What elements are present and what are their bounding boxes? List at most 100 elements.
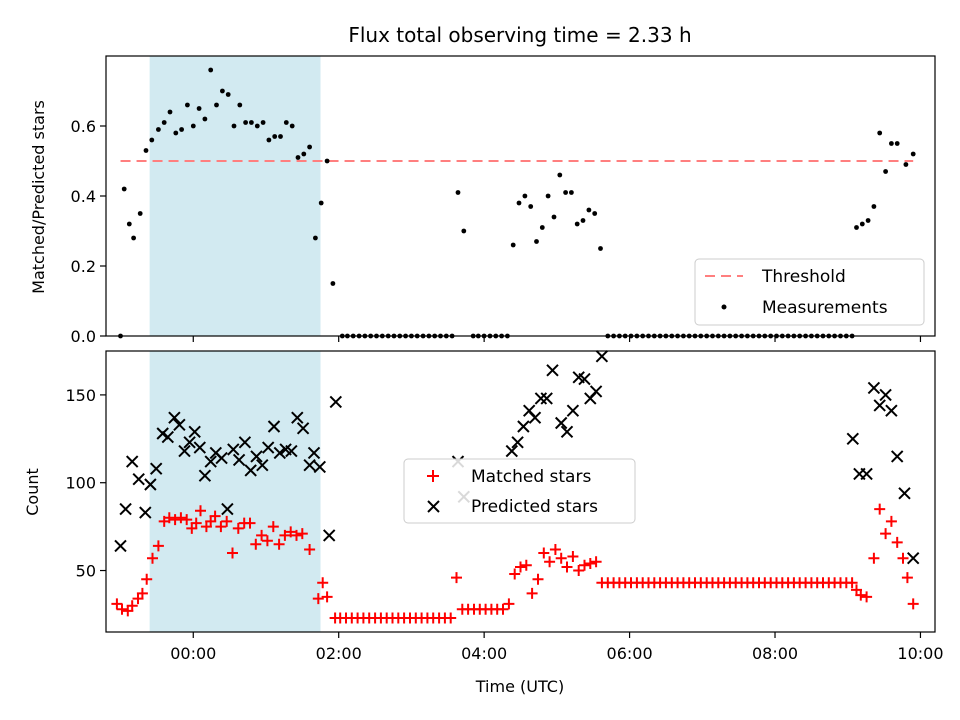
predicted-star-point <box>566 404 580 417</box>
matched-star-point <box>897 552 909 564</box>
predicted-star-point <box>256 458 269 472</box>
matched-star-point <box>520 559 532 571</box>
measurement-point <box>266 137 272 143</box>
predicted-star-point <box>261 441 275 454</box>
predicted-star-point <box>244 464 257 477</box>
x-tick-label: 06:00 <box>607 644 653 663</box>
predicted-star-point <box>204 455 217 468</box>
predicted-star-point <box>178 444 191 458</box>
matched-star-point <box>321 591 333 603</box>
matched-legend-marker <box>427 470 439 482</box>
x-tick-label: 10:00 <box>897 644 943 663</box>
measurement-point <box>539 225 545 230</box>
predicted-star-point <box>198 469 212 482</box>
bottom-series <box>111 350 920 624</box>
x-tick-label: 08:00 <box>752 644 798 663</box>
matched-star-point <box>285 526 297 538</box>
matched-star-point <box>227 547 238 559</box>
matched-star-point <box>250 538 262 550</box>
measurement-point <box>179 127 185 132</box>
predicted-star-point <box>322 529 336 542</box>
measurement-point <box>854 225 859 230</box>
matched-star-point <box>141 573 153 585</box>
bottom-legend-box <box>403 458 636 524</box>
measurement-point <box>278 134 283 139</box>
matched-star-point <box>880 528 892 540</box>
predicted-star-point <box>238 436 252 449</box>
predicted-star-point <box>546 364 559 377</box>
measurement-point <box>249 120 254 125</box>
predicted-star-point <box>511 436 524 449</box>
measurement-point <box>545 193 551 199</box>
predicted-star-point <box>168 411 181 424</box>
matched-star-point <box>190 517 202 529</box>
measurement-point <box>260 120 266 125</box>
y-tick-label: 0.6 <box>71 117 96 136</box>
measurement-point <box>586 207 592 213</box>
matched-star-point <box>244 517 256 529</box>
matched-star-point <box>526 587 538 599</box>
measurement-point <box>272 134 278 139</box>
matched-star-point <box>116 603 128 615</box>
predicted-star-point <box>291 411 304 424</box>
measurement-point <box>173 130 179 136</box>
y-tick-label: 100 <box>65 474 96 493</box>
matched-star-point <box>152 540 164 552</box>
matched-legend-label: Matched stars <box>471 467 591 487</box>
measurement-point <box>569 190 574 195</box>
predicted-star-point <box>846 432 860 446</box>
measurement-point <box>167 109 173 115</box>
measurement-point <box>883 169 888 174</box>
x-axis-label: Time (UTC) <box>475 677 564 696</box>
predicted-star-point <box>879 388 892 402</box>
matched-star-point <box>312 593 324 605</box>
predicted-star-point <box>119 502 132 516</box>
measurement-point <box>516 200 522 206</box>
predicted-star-point <box>193 441 207 454</box>
predicted-star-point <box>303 458 316 472</box>
matched-star-point <box>279 529 291 541</box>
matched-star-point <box>538 547 550 559</box>
measurement-point <box>528 204 534 209</box>
predicted-star-point <box>144 478 157 491</box>
matched-star-point <box>868 552 880 564</box>
matched-star-point <box>532 573 544 585</box>
predicted-star-point <box>885 404 898 417</box>
measurement-point <box>225 92 231 97</box>
measurement-point <box>324 158 330 164</box>
measurement-point <box>557 172 563 178</box>
measurement-point <box>592 211 598 216</box>
matched-star-point <box>846 577 858 589</box>
predicted-star-point <box>554 416 568 430</box>
predicted-star-point <box>250 450 263 463</box>
measurement-point <box>208 67 214 73</box>
matched-star-point <box>579 559 590 571</box>
measurement-point <box>190 123 196 129</box>
matched-star-point <box>267 521 279 533</box>
predicted-star-point <box>188 425 201 439</box>
measurement-point <box>598 246 603 251</box>
measurements-legend-marker <box>721 304 727 310</box>
predicted-star-point <box>161 430 175 444</box>
matched-star-point <box>169 514 181 526</box>
predicted-star-point <box>313 460 327 474</box>
measurement-point <box>903 162 909 167</box>
matched-star-point <box>215 521 227 533</box>
measurement-point <box>220 88 225 94</box>
measurement-point <box>149 137 155 143</box>
measurement-point <box>254 123 260 129</box>
matched-star-point <box>874 503 886 515</box>
top-highlight-span <box>149 56 321 336</box>
matched-star-point <box>181 514 193 526</box>
predicted-star-point <box>173 418 186 432</box>
predicted-star-point <box>505 444 519 458</box>
matched-star-point <box>515 561 526 573</box>
measurement-point <box>563 190 568 195</box>
matched-star-point <box>855 589 867 601</box>
measurement-point <box>137 211 143 216</box>
measurement-point <box>318 200 324 206</box>
measurement-point <box>185 102 190 108</box>
predicted-star-point <box>232 453 246 467</box>
matched-star-point <box>175 512 187 524</box>
